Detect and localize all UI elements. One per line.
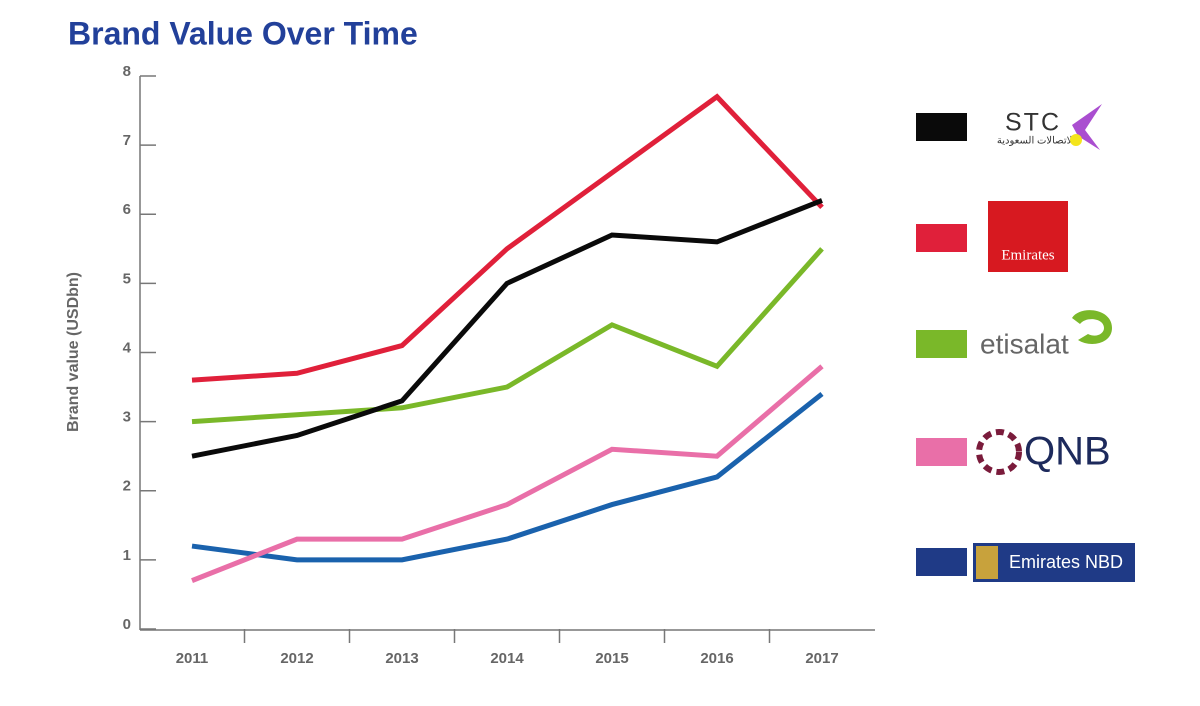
y-tick-label: 5 (123, 270, 131, 287)
x-tick-label: 2015 (595, 650, 628, 667)
legend-label: etisalat (980, 328, 1069, 359)
x-tick-label: 2014 (490, 650, 524, 667)
legend-label: STC (1005, 109, 1061, 137)
y-tick-label: 6 (123, 201, 131, 218)
legend-label: Emirates NBD (1009, 552, 1123, 572)
legend-swatch (916, 438, 967, 466)
legend-item: Emirates (916, 201, 1068, 272)
y-tick-label: 2 (123, 478, 131, 495)
logo-dot (1070, 134, 1082, 146)
logo-box (988, 201, 1068, 272)
legend-swatch (916, 330, 967, 358)
data-line (191, 93, 824, 383)
y-tick-label: 3 (123, 409, 131, 426)
logo-mark (976, 429, 1022, 475)
y-tick-label: 1 (123, 547, 131, 564)
x-tick-label: 2017 (805, 650, 838, 667)
logo-mark (1072, 310, 1112, 344)
x-tick-label: 2016 (700, 650, 733, 667)
x-tick-label: 2011 (176, 650, 209, 667)
logo-mark (1072, 104, 1102, 150)
legend-label: QNB (1024, 430, 1111, 474)
y-tick-label: 7 (123, 132, 131, 149)
legend-item: QNB (916, 429, 1111, 475)
x-tick-label: 2012 (280, 650, 313, 667)
data-line (191, 364, 824, 583)
data-line (191, 198, 823, 459)
y-tick-label: 4 (123, 339, 132, 356)
logo-emblem (976, 546, 998, 579)
x-tick-label: 2013 (385, 650, 418, 667)
y-tick-label: 0 (123, 616, 131, 633)
data-line (191, 392, 824, 563)
legend-swatch (916, 224, 967, 252)
data-line (191, 247, 824, 425)
legend-label: Emirates (1001, 247, 1054, 263)
legend-sublabel: الاتصالات السعودية (997, 136, 1075, 147)
legend-item: Emirates NBD (916, 543, 1135, 582)
legend-swatch (916, 113, 967, 141)
legend-swatch (916, 548, 967, 576)
y-axis-label: Brand value (USDbn) (65, 272, 82, 432)
chart-title: Brand Value Over Time (68, 15, 418, 51)
logo-box (973, 543, 1135, 582)
legend-item: etisalat (916, 310, 1112, 359)
y-tick-label: 8 (123, 63, 131, 80)
